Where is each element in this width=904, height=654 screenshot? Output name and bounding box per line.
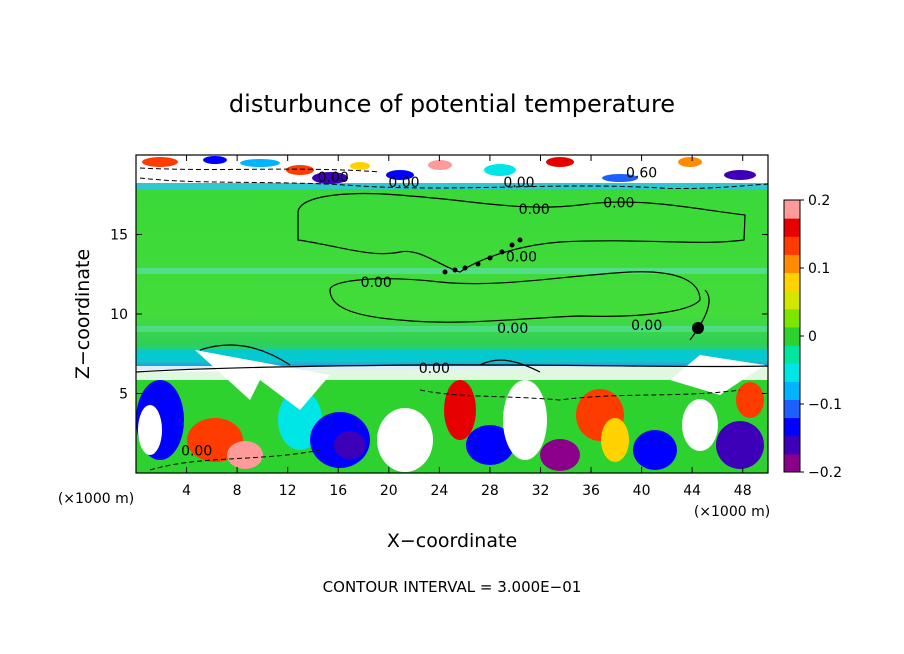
- x-tick-label: 4: [182, 483, 191, 499]
- colorbar-swatch: [784, 308, 800, 328]
- x-axis: 4 8 12 16 20 24 28 32 36 40 44 48: [182, 155, 752, 499]
- colorbar-tick-label: −0.1: [808, 397, 842, 413]
- colorbar-tick-label: −0.2: [808, 465, 842, 481]
- plot-field: 0.00 0.00 0.00 0.00 0.60 0.00 0.00 0.00 0.00 0.00…: [136, 155, 768, 473]
- contour-label: 0.60: [626, 165, 657, 181]
- dashed-contours: [139, 167, 768, 471]
- x-tick-label: 20: [380, 483, 398, 499]
- upper-layer: [136, 155, 768, 189]
- contour-label: 0.00: [631, 318, 662, 334]
- y-tick-label: 10: [110, 307, 128, 323]
- x-tick-label: 16: [329, 483, 347, 499]
- y-tick-label: 5: [119, 387, 128, 403]
- colorbar-swatch: [784, 326, 800, 346]
- contour-label: 0.00: [497, 321, 528, 337]
- colorbar-swatch: [784, 236, 800, 255]
- y-axis-label: Z−coordinate: [72, 249, 94, 379]
- colorbar-tick-label: 0: [808, 329, 817, 345]
- y-axis: 5 10 15: [110, 228, 768, 403]
- x-tick-label: 40: [633, 483, 651, 499]
- colorbar-swatch: [784, 218, 800, 237]
- colorbar-swatch: [784, 381, 800, 400]
- contour-lines: [136, 192, 768, 373]
- x-tick-label: 8: [233, 483, 242, 499]
- colorbar-swatch: [784, 200, 800, 219]
- colorbar-tick-label: 0.2: [808, 193, 830, 209]
- lower-layer: [136, 350, 768, 473]
- contour-label: 0.00: [361, 275, 392, 291]
- colorbar-swatch: [784, 435, 800, 455]
- x-tick-label: 24: [430, 483, 448, 499]
- colorbar-swatch: [784, 345, 800, 364]
- x-tick-label: 28: [481, 483, 499, 499]
- x-unit-label-left: (×1000 m): [58, 491, 134, 507]
- contour-label: 0.00: [519, 202, 550, 218]
- x-tick-label: 36: [582, 483, 600, 499]
- colorbar-swatch: [784, 363, 800, 382]
- x-tick-label: 12: [279, 483, 297, 499]
- contour-label: 0.00: [503, 175, 534, 191]
- contour-cluster: [442, 237, 704, 334]
- x-tick-label: 44: [683, 483, 701, 499]
- x-axis-label: X−coordinate: [387, 530, 517, 552]
- colorbar: −0.2 −0.1 0 0.1 0.2: [783, 193, 842, 481]
- contour-label: 0.00: [181, 444, 212, 460]
- mid-layer: [136, 185, 768, 370]
- colorbar-tick-label: 0.1: [808, 261, 830, 277]
- colorbar-swatch: [784, 453, 800, 473]
- x-unit-label-right: (×1000 m): [694, 504, 770, 520]
- x-tick-label: 48: [734, 483, 752, 499]
- colorbar-swatch: [784, 272, 800, 292]
- contour-interval-note: CONTOUR INTERVAL = 3.000E−01: [323, 578, 582, 596]
- contour-label: 0.00: [419, 361, 450, 377]
- contour-labels: 0.00 0.00 0.00 0.00 0.60 0.00 0.00 0.00 0.00 0.00…: [181, 165, 662, 459]
- contour-label: 0.00: [603, 195, 634, 211]
- colorbar-swatch: [784, 399, 800, 419]
- colorbar-swatch: [784, 417, 800, 437]
- colorbar-swatch: [784, 254, 800, 274]
- x-tick-label: 32: [532, 483, 550, 499]
- contour-label: 0.00: [318, 170, 349, 186]
- y-tick-label: 15: [110, 228, 128, 244]
- chart-title: disturbunce of potential temperature: [229, 90, 675, 118]
- colorbar-swatch: [784, 290, 800, 310]
- contour-label: 0.00: [388, 175, 419, 191]
- contour-label: 0.00: [506, 250, 537, 266]
